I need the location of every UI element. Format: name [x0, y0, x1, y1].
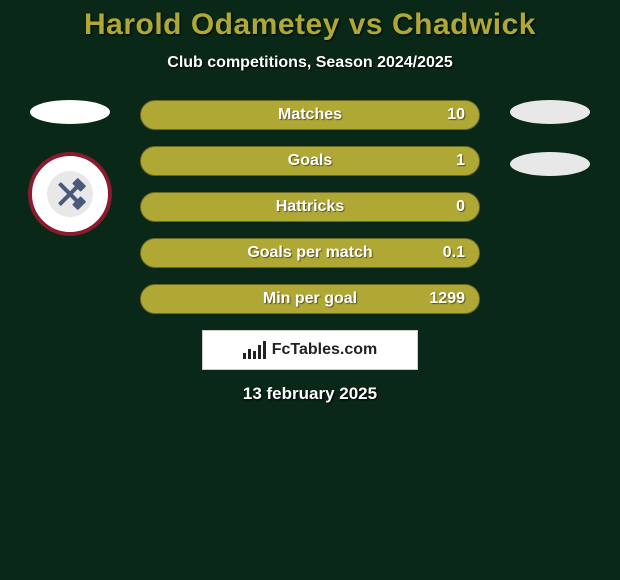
player1-club-badge: DAGENHAM & REDBRIDGE FC 1992 [28, 152, 112, 236]
stat-row-min-per-goal: Min per goal 1299 [140, 284, 480, 314]
player1-oval-placeholder [30, 100, 110, 124]
stat-rows: Matches 10 Goals 1 Hattricks 0 Goals per… [140, 100, 480, 314]
stat-label: Goals [288, 152, 332, 170]
stat-row-hattricks: Hattricks 0 [140, 192, 480, 222]
date-label: 13 february 2025 [0, 384, 620, 404]
page-title: Harold Odametey vs Chadwick [0, 8, 620, 42]
stat-row-matches: Matches 10 [140, 100, 480, 130]
subtitle: Club competitions, Season 2024/2025 [0, 54, 620, 72]
stat-label: Min per goal [263, 290, 357, 308]
stat-label: Matches [278, 106, 342, 124]
crossed-hammers-icon [54, 178, 86, 210]
badge-year: 1992 [58, 218, 82, 229]
stat-row-goals: Goals 1 [140, 146, 480, 176]
stat-value: 1 [456, 152, 465, 170]
comparison-card: Harold Odametey vs Chadwick Club competi… [0, 0, 620, 404]
right-player-column [500, 100, 600, 204]
left-player-column: DAGENHAM & REDBRIDGE FC 1992 [20, 100, 120, 236]
svg-text:1992: 1992 [58, 218, 82, 229]
stat-label: Hattricks [276, 198, 344, 216]
player2-oval-placeholder-1 [510, 100, 590, 124]
stat-label: Goals per match [247, 244, 372, 262]
bar-chart-icon [243, 341, 266, 359]
stat-row-goals-per-match: Goals per match 0.1 [140, 238, 480, 268]
brand-logo-box: FcTables.com [202, 330, 418, 370]
stats-area: DAGENHAM & REDBRIDGE FC 1992 [0, 100, 620, 404]
brand-name: FcTables.com [272, 341, 378, 359]
player2-oval-placeholder-2 [510, 152, 590, 176]
stat-value: 10 [447, 106, 465, 124]
stat-value: 0.1 [443, 244, 465, 262]
stat-value: 0 [456, 198, 465, 216]
stat-value: 1299 [429, 290, 465, 308]
